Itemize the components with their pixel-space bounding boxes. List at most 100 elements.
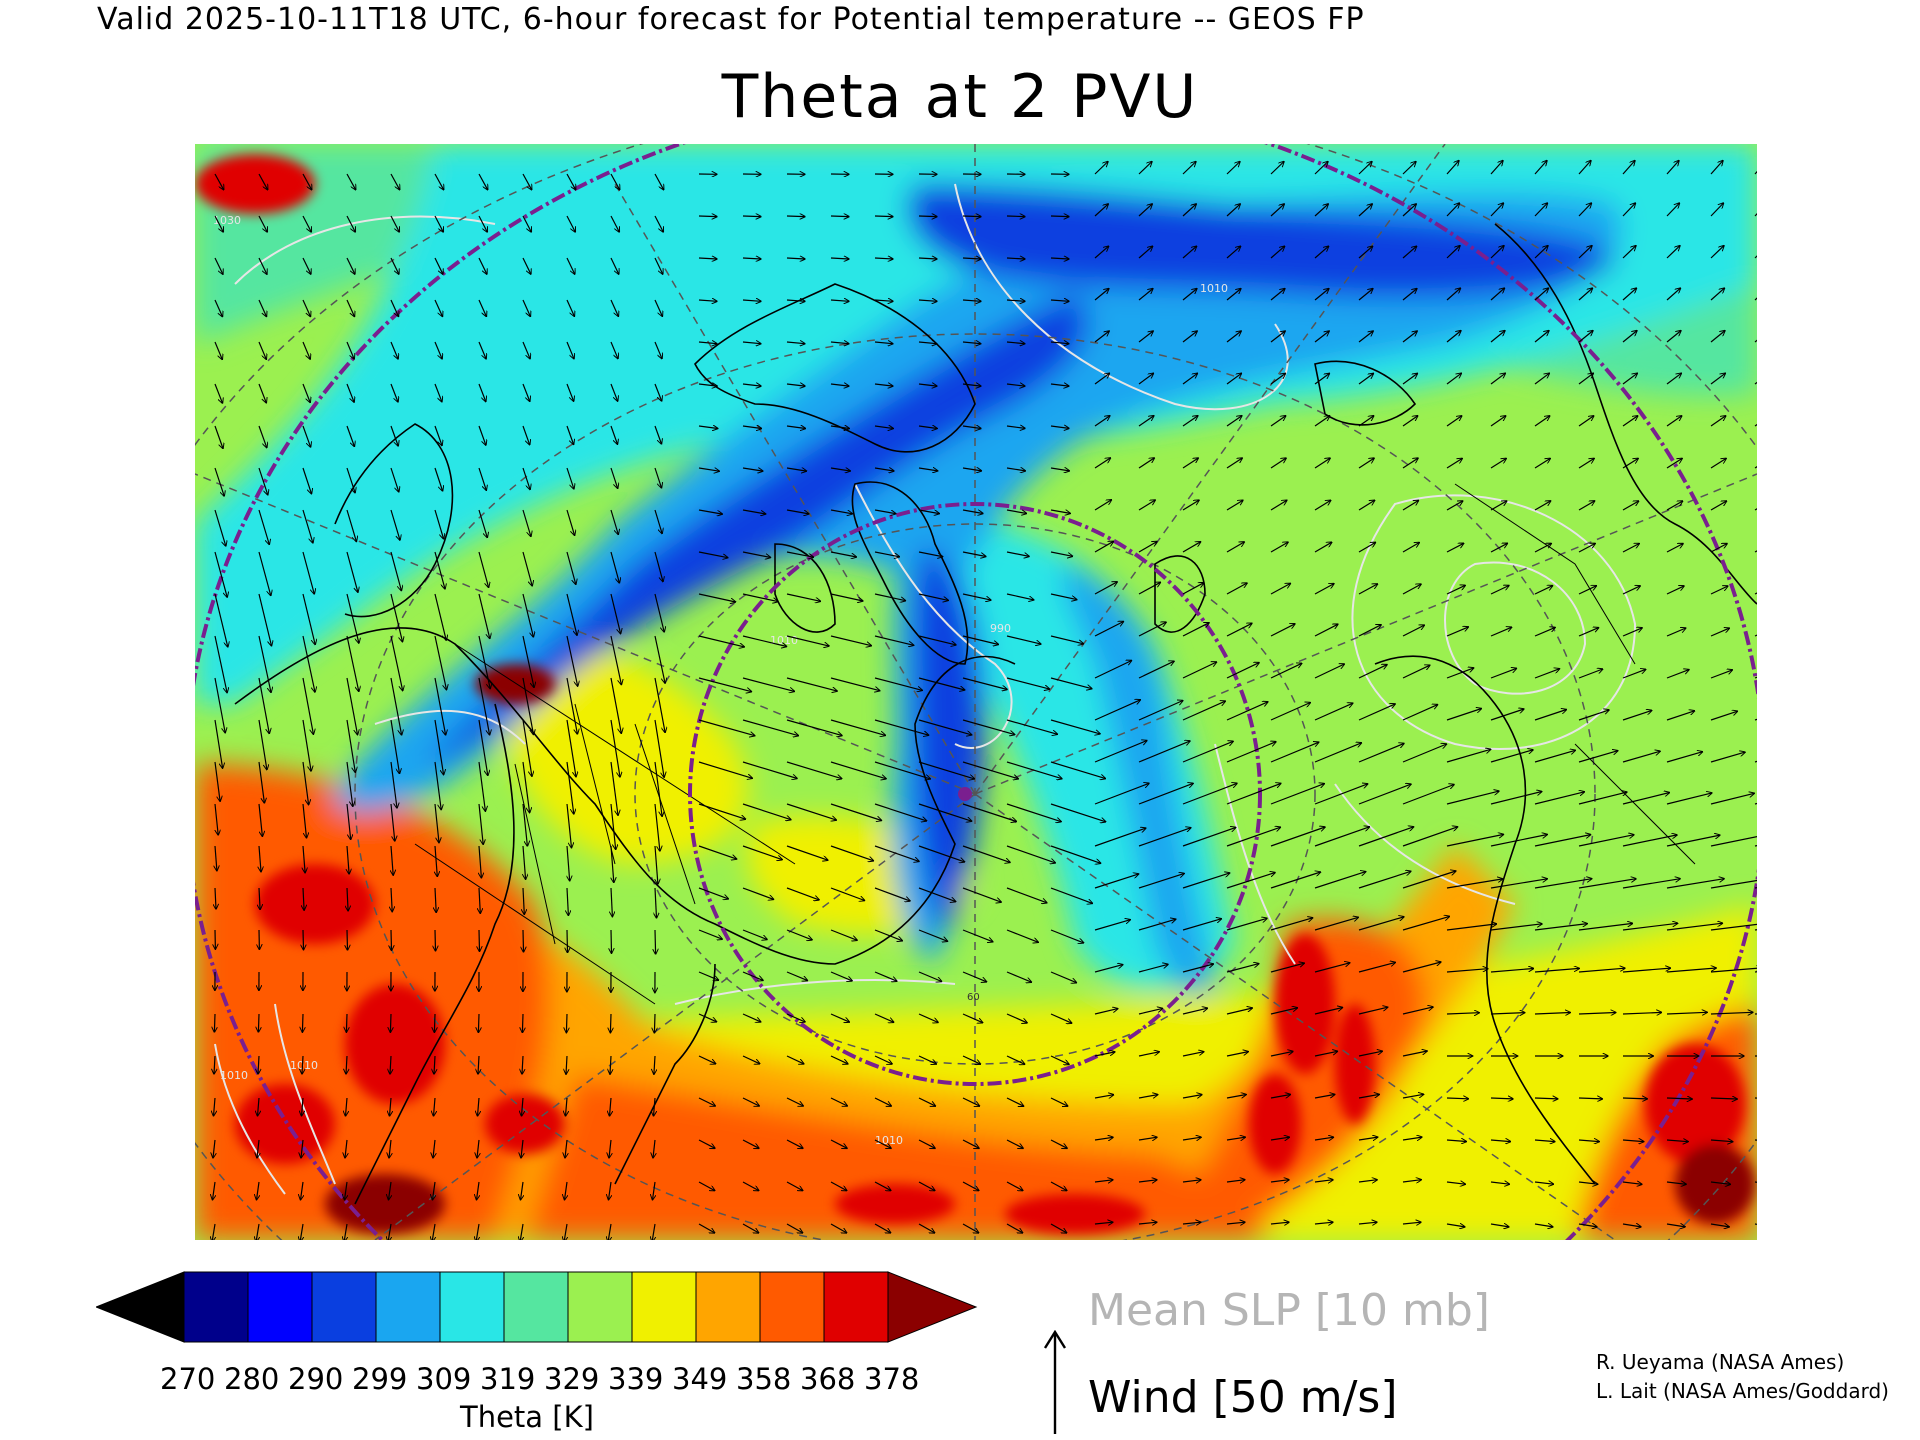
wind-vector [654, 1055, 655, 1074]
wind-vector [1006, 551, 1029, 556]
wind-vector [479, 845, 481, 878]
wind-vector [742, 1013, 761, 1022]
wind-vector [1710, 1012, 1753, 1014]
wind-vector [1270, 784, 1324, 805]
wind-vector [1226, 827, 1281, 847]
wind-vector [1182, 1222, 1201, 1224]
wind-vector [654, 1097, 656, 1116]
wind-vector [1050, 593, 1077, 600]
wind-vector [1226, 458, 1242, 469]
wind-vector [478, 677, 490, 735]
polar-atlantic-tongue [1062, 564, 1215, 994]
wind-vector [522, 173, 532, 190]
wind-vector [1050, 468, 1069, 471]
wind-vector [1270, 583, 1291, 595]
colorbar-tick: 358 [736, 1362, 792, 1396]
wind-vector [830, 300, 849, 301]
wind-vector [1358, 1180, 1377, 1182]
wind-vector [698, 887, 728, 899]
colorbar-cell [759, 1271, 825, 1343]
wind-vector [347, 887, 348, 911]
wind-vector [1446, 161, 1459, 175]
wind-vector [1446, 1013, 1479, 1014]
wind-vector [962, 468, 982, 471]
wind-vector [435, 929, 436, 951]
wind-vector [1622, 669, 1646, 679]
wind-vector [1666, 246, 1680, 259]
wind-vector [1402, 289, 1417, 301]
wind-vector [434, 803, 439, 843]
wind-vector [214, 509, 226, 546]
wind-vector [1534, 246, 1548, 259]
wind-vector [742, 761, 797, 779]
colorbar-tick: 319 [480, 1362, 536, 1396]
wind-vector [1666, 373, 1681, 385]
wind-vector [1270, 872, 1321, 889]
wind-vector [390, 1013, 391, 1032]
wind-vector [566, 509, 575, 535]
wind-vector [1534, 669, 1560, 679]
wind-vector [962, 971, 987, 982]
wind-vector [258, 551, 271, 596]
wind-vector [742, 216, 761, 217]
wind-vector [1138, 622, 1166, 637]
wind-vector [214, 215, 223, 232]
wind-vector [302, 677, 313, 734]
wind-vector [918, 971, 942, 982]
wind-vector [346, 509, 356, 542]
wind-vector [390, 803, 395, 841]
wind-vector [1314, 1180, 1333, 1182]
wind-vector [830, 1055, 848, 1064]
wind-vector [1050, 929, 1084, 943]
slp-label: 1010 [875, 1134, 903, 1147]
wind-vector [698, 1181, 715, 1191]
wind-vector [1094, 1009, 1118, 1015]
wind-vector [390, 761, 397, 808]
wind-vector [1534, 161, 1547, 175]
wind-vector [1402, 1180, 1421, 1182]
wind-vector [1138, 1008, 1163, 1015]
wind-vector [1270, 624, 1295, 637]
wind-vector [1094, 582, 1117, 595]
wind-vector [1490, 458, 1506, 469]
wind-vector [1402, 705, 1438, 721]
wind-vector [567, 929, 568, 953]
wind-vector [1666, 416, 1682, 427]
wind-vector [918, 719, 972, 735]
wind-vector [1446, 501, 1463, 511]
wind-vector [1534, 203, 1548, 217]
wind-vector [874, 761, 930, 779]
wind-vector [1226, 663, 1259, 679]
wind-vector [1710, 1098, 1737, 1099]
wind-vector [742, 845, 782, 860]
wind-vector [1226, 623, 1252, 637]
wind-vector [786, 300, 805, 301]
wind-vector [1182, 662, 1217, 679]
wind-vector [962, 1013, 983, 1023]
wind-vector [609, 1139, 611, 1158]
slp-legend: Mean SLP [10 mb] [1088, 1285, 1490, 1336]
wind-vector [918, 929, 948, 941]
colorbar-label: Theta [K] [460, 1400, 594, 1434]
wind-vector [1094, 1137, 1113, 1140]
wind-vector [1006, 719, 1058, 734]
wind-vector [610, 467, 618, 488]
wind-vector [390, 1097, 392, 1116]
wind-vector [918, 1223, 935, 1233]
wind-vector [962, 803, 1017, 822]
wind-vector [874, 342, 893, 344]
wind-vector [1050, 635, 1084, 644]
wind-vector [1490, 586, 1509, 595]
wind-vector [1270, 1051, 1293, 1057]
wind-vector [1622, 416, 1638, 427]
wind-vector [1578, 203, 1592, 217]
wind-vector [830, 1013, 849, 1022]
wind-vector [302, 551, 314, 594]
arctic-core-main [425, 294, 1088, 764]
wind-vector [1226, 416, 1242, 427]
wind-vector [1358, 331, 1373, 343]
wind-vector [1138, 1222, 1157, 1224]
wind-vector [1710, 968, 1757, 973]
wind-vector [214, 761, 220, 801]
colorbar-cell [439, 1271, 505, 1343]
